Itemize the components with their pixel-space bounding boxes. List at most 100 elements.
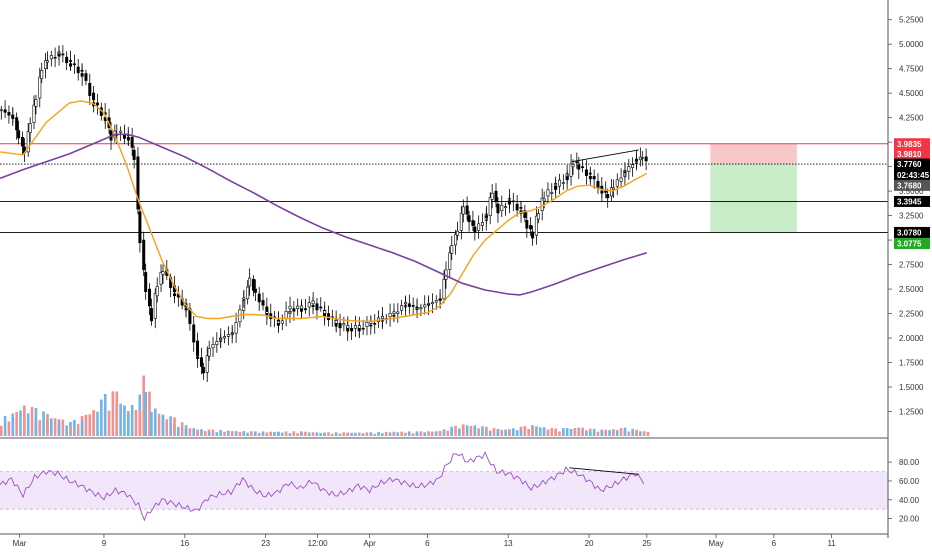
candle-body — [248, 277, 252, 287]
time-tick-label: 6 — [772, 539, 777, 548]
price-tag-box — [894, 179, 930, 191]
volume-bar — [150, 411, 153, 436]
candle-body — [136, 156, 140, 210]
candle-body — [353, 325, 357, 329]
volume-bar — [3, 415, 7, 436]
candle-body — [40, 69, 44, 79]
price-tick-label: 1.7500 — [899, 359, 924, 368]
volume-bar — [554, 428, 557, 436]
candle-body — [173, 293, 177, 297]
volume-bar — [384, 431, 388, 436]
candle-body — [442, 278, 446, 300]
trend-lines[interactable] — [569, 149, 639, 475]
volume-bar — [323, 433, 326, 436]
time-tick-label: 23 — [261, 539, 270, 548]
volume-bar — [292, 431, 296, 436]
volume-bar — [404, 432, 407, 436]
candle-body — [644, 156, 648, 162]
candle-body — [276, 320, 280, 324]
volume-bar — [265, 432, 269, 436]
candle-body — [461, 206, 465, 215]
volume-bar — [315, 432, 319, 436]
rsi-tick-label: 40.00 — [899, 496, 920, 505]
candle-body — [251, 278, 255, 291]
volume-bar — [196, 429, 199, 436]
candle-body — [215, 341, 219, 345]
candle-body — [515, 203, 519, 211]
volume-bar — [327, 432, 330, 436]
candle-body — [496, 203, 500, 214]
volume-bar — [304, 431, 307, 436]
volume-bar — [238, 431, 242, 436]
volume-bar — [423, 432, 427, 436]
candle-body — [88, 82, 92, 97]
volume-bar — [300, 432, 303, 436]
candle-body — [480, 222, 484, 226]
candle-body — [184, 308, 188, 311]
volume-bar — [415, 433, 419, 436]
volume-bar — [446, 430, 450, 436]
volume-bar — [642, 431, 646, 436]
candle-body — [17, 130, 21, 139]
volume-bar — [396, 432, 400, 436]
volume-bar — [465, 425, 469, 436]
volume-bar — [562, 427, 565, 436]
position-box[interactable] — [710, 143, 797, 233]
candle-body — [609, 187, 613, 197]
price-tick-label: 1.5000 — [899, 383, 924, 392]
candle-body — [640, 157, 644, 159]
candle-body — [523, 210, 527, 218]
price-tick-label: 2.7500 — [899, 261, 924, 270]
volume-bar — [61, 419, 65, 436]
volume-bar — [180, 422, 184, 436]
volume-bar — [53, 418, 57, 436]
candle-body — [361, 327, 365, 330]
candle-body — [554, 186, 558, 190]
volume-bar — [519, 430, 523, 436]
candle-body — [531, 231, 535, 239]
candle-body — [284, 310, 288, 319]
volume-bar — [26, 413, 30, 436]
volume-bar — [608, 429, 611, 436]
candle-body — [20, 136, 24, 147]
volume-bar — [273, 431, 276, 436]
time-tick-label: Apr — [363, 539, 376, 548]
volume-bar — [111, 391, 115, 436]
candle-body — [411, 305, 415, 307]
volume-bar — [257, 432, 261, 436]
price-tag-label: 3.9810 — [897, 150, 922, 159]
candle-body — [144, 272, 148, 292]
volume-bar — [438, 431, 442, 436]
volume-bar — [434, 431, 438, 436]
volume-bar — [354, 432, 357, 436]
candle-body — [72, 63, 76, 66]
volume-bar — [203, 431, 207, 436]
candle-body — [477, 223, 481, 231]
volume-bar — [388, 432, 392, 436]
candle-body — [419, 307, 423, 310]
volume-bar — [50, 418, 53, 436]
volume-bar — [46, 413, 49, 436]
horizontal-levels[interactable] — [0, 143, 888, 233]
candle-body — [207, 347, 211, 357]
candle-body — [581, 166, 585, 168]
volume-bar — [515, 430, 519, 436]
candle-body — [346, 325, 350, 329]
volume-bar — [407, 431, 411, 436]
price-tag-box — [894, 169, 930, 181]
candle-body — [350, 327, 354, 332]
volume-bar — [215, 432, 219, 436]
candle-body — [265, 311, 269, 314]
candle-body — [588, 176, 592, 180]
volume-bar — [492, 428, 496, 436]
candle-body — [473, 226, 477, 233]
volume-bar — [192, 428, 196, 436]
volume-bar — [134, 409, 138, 436]
price-tick-label: 3.2500 — [899, 212, 924, 221]
candle-body — [28, 123, 32, 133]
volume-bar — [107, 410, 111, 436]
candle-body — [323, 310, 327, 314]
volume-bar — [604, 429, 608, 436]
candle-body — [550, 192, 554, 194]
candle-body — [315, 303, 319, 311]
